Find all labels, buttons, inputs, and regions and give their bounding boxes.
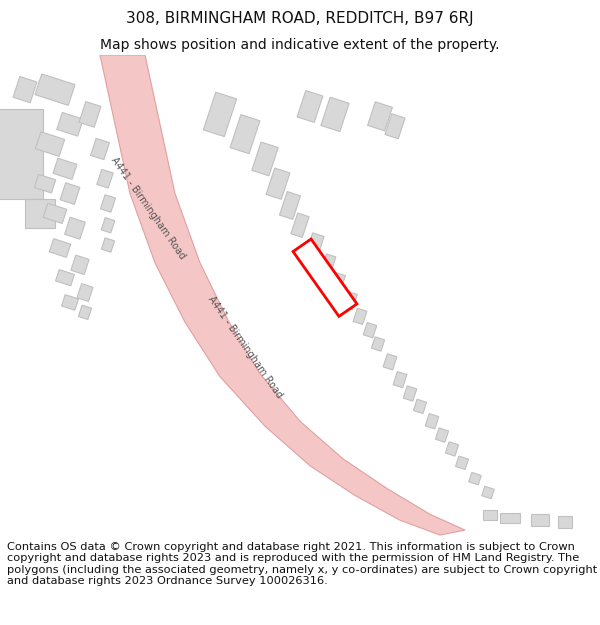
- Polygon shape: [293, 239, 357, 316]
- Polygon shape: [0, 109, 43, 199]
- Polygon shape: [483, 510, 497, 520]
- Text: 308, BIRMINGHAM ROAD, REDDITCH, B97 6RJ: 308, BIRMINGHAM ROAD, REDDITCH, B97 6RJ: [126, 11, 474, 26]
- Polygon shape: [13, 76, 37, 102]
- Polygon shape: [230, 114, 260, 154]
- Polygon shape: [65, 217, 85, 239]
- Polygon shape: [43, 203, 67, 224]
- Text: Map shows position and indicative extent of the property.: Map shows position and indicative extent…: [100, 39, 500, 52]
- Polygon shape: [53, 158, 77, 179]
- Polygon shape: [363, 322, 377, 338]
- Polygon shape: [101, 238, 115, 252]
- Polygon shape: [482, 486, 494, 499]
- Polygon shape: [35, 132, 65, 156]
- Polygon shape: [25, 199, 55, 228]
- Polygon shape: [368, 102, 392, 131]
- Polygon shape: [280, 191, 301, 219]
- Polygon shape: [320, 254, 336, 276]
- Polygon shape: [252, 142, 278, 176]
- Text: Contains OS data © Crown copyright and database right 2021. This information is : Contains OS data © Crown copyright and d…: [7, 542, 598, 586]
- Polygon shape: [34, 174, 56, 193]
- Polygon shape: [469, 472, 481, 485]
- Polygon shape: [425, 414, 439, 429]
- Polygon shape: [343, 291, 357, 309]
- Polygon shape: [500, 513, 520, 523]
- Polygon shape: [91, 138, 109, 159]
- Polygon shape: [445, 442, 458, 456]
- Polygon shape: [531, 514, 549, 526]
- Polygon shape: [97, 169, 113, 188]
- Text: A441 - Birmingham Road: A441 - Birmingham Road: [109, 156, 187, 261]
- Polygon shape: [371, 337, 385, 351]
- Polygon shape: [436, 428, 449, 442]
- Polygon shape: [77, 284, 93, 301]
- Text: A441 - Birmingham Road: A441 - Birmingham Road: [206, 294, 284, 400]
- Polygon shape: [35, 74, 75, 106]
- Polygon shape: [455, 456, 469, 469]
- Polygon shape: [353, 308, 367, 324]
- Polygon shape: [331, 272, 346, 292]
- Polygon shape: [291, 213, 309, 238]
- Polygon shape: [321, 98, 349, 132]
- Polygon shape: [403, 386, 417, 401]
- Polygon shape: [71, 255, 89, 274]
- Polygon shape: [203, 92, 236, 137]
- Polygon shape: [558, 516, 572, 528]
- Polygon shape: [100, 55, 465, 535]
- Polygon shape: [385, 114, 405, 139]
- Polygon shape: [306, 233, 324, 258]
- Polygon shape: [297, 91, 323, 123]
- Polygon shape: [266, 168, 290, 199]
- Polygon shape: [413, 399, 427, 414]
- Polygon shape: [393, 371, 407, 388]
- Polygon shape: [49, 239, 71, 258]
- Polygon shape: [56, 269, 74, 286]
- Polygon shape: [383, 354, 397, 370]
- Polygon shape: [79, 102, 101, 127]
- Polygon shape: [57, 112, 83, 136]
- Polygon shape: [100, 195, 116, 212]
- Polygon shape: [61, 294, 79, 310]
- Polygon shape: [60, 182, 80, 204]
- Polygon shape: [79, 305, 92, 319]
- Polygon shape: [101, 217, 115, 233]
